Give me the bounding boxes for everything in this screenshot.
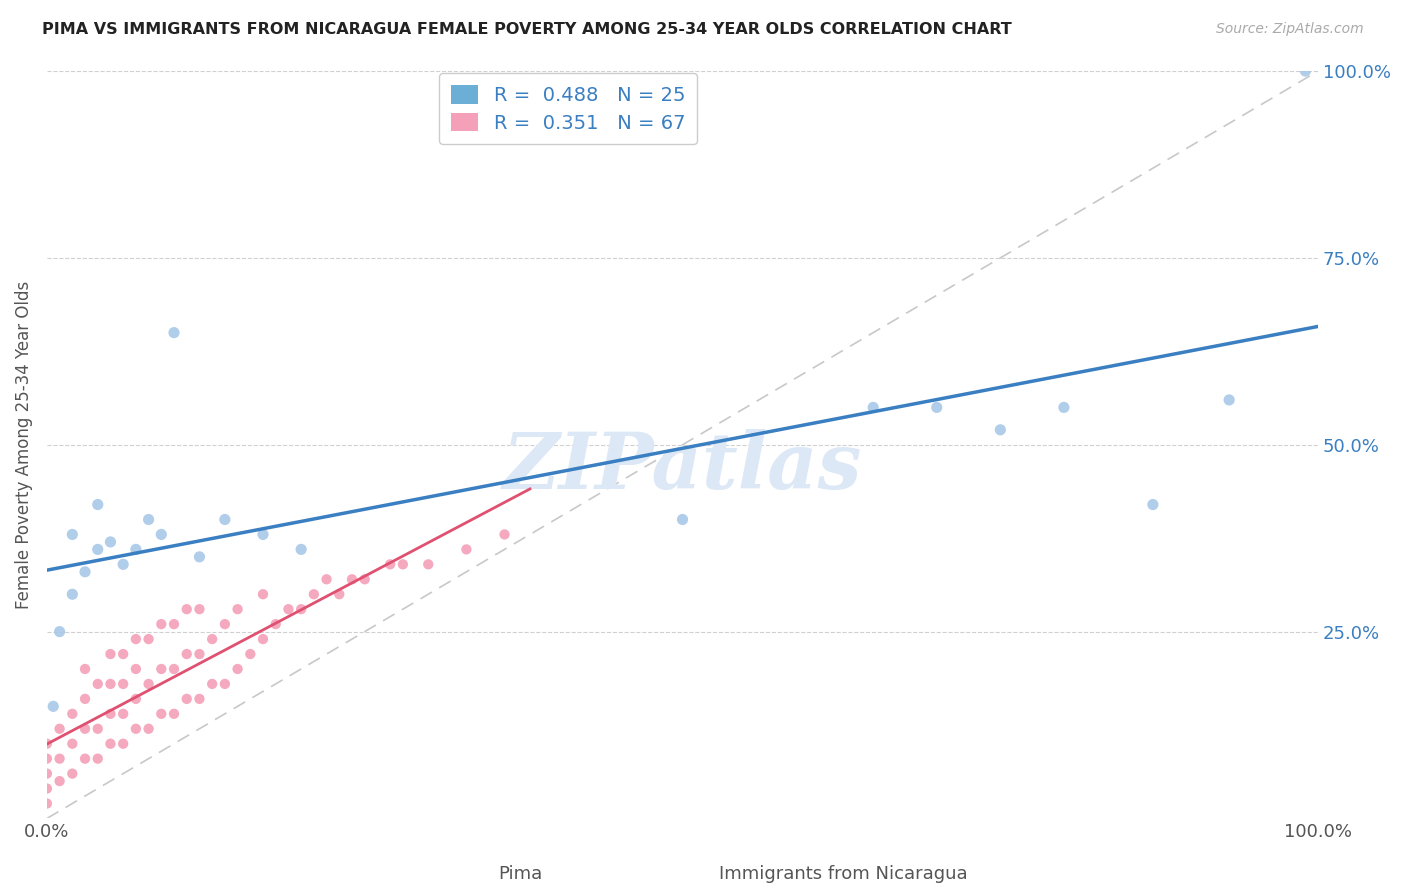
Text: Immigrants from Nicaragua: Immigrants from Nicaragua: [720, 864, 967, 882]
Point: [112, 677, 135, 691]
Point: [1218, 392, 1240, 407]
Point: [988, 423, 1011, 437]
Point: [48, 774, 70, 789]
Point: [73, 752, 96, 766]
Point: [328, 587, 350, 601]
Point: [925, 401, 948, 415]
Point: [163, 326, 186, 340]
Point: [214, 512, 236, 526]
Point: [112, 737, 135, 751]
Point: [290, 602, 312, 616]
Point: [100, 647, 122, 661]
Point: [163, 706, 186, 721]
Point: [862, 401, 884, 415]
Point: [100, 535, 122, 549]
Text: PIMA VS IMMIGRANTS FROM NICARAGUA FEMALE POVERTY AMONG 25-34 YEAR OLDS CORRELATI: PIMA VS IMMIGRANTS FROM NICARAGUA FEMALE…: [42, 22, 1012, 37]
Point: [138, 722, 160, 736]
Point: [239, 647, 262, 661]
Point: [125, 542, 148, 557]
Point: [125, 722, 148, 736]
Point: [35, 737, 58, 751]
Legend: R =  0.488   N = 25, R =  0.351   N = 67: R = 0.488 N = 25, R = 0.351 N = 67: [439, 73, 697, 145]
Point: [125, 662, 148, 676]
Point: [176, 691, 198, 706]
Point: [1053, 401, 1076, 415]
Point: [73, 565, 96, 579]
Point: [163, 662, 186, 676]
Point: [392, 558, 415, 572]
Point: [264, 617, 287, 632]
Point: [60, 766, 83, 780]
Point: [1142, 498, 1164, 512]
Y-axis label: Female Poverty Among 25-34 Year Olds: Female Poverty Among 25-34 Year Olds: [15, 281, 32, 609]
Point: [418, 558, 440, 572]
Point: [87, 498, 110, 512]
Point: [87, 722, 110, 736]
Text: Pima: Pima: [498, 864, 543, 882]
Point: [112, 706, 135, 721]
Point: [35, 752, 58, 766]
Point: [35, 766, 58, 780]
Point: [48, 624, 70, 639]
Point: [214, 617, 236, 632]
Text: Source: ZipAtlas.com: Source: ZipAtlas.com: [1216, 22, 1364, 37]
Point: [150, 706, 173, 721]
Point: [73, 722, 96, 736]
Point: [188, 602, 211, 616]
Point: [315, 572, 337, 586]
Point: [163, 617, 186, 632]
Point: [112, 647, 135, 661]
Point: [112, 558, 135, 572]
Point: [60, 587, 83, 601]
Point: [176, 647, 198, 661]
Point: [87, 752, 110, 766]
Point: [226, 602, 249, 616]
Point: [125, 632, 148, 646]
Point: [35, 797, 58, 811]
Point: [73, 691, 96, 706]
Point: [87, 542, 110, 557]
Point: [494, 527, 516, 541]
Point: [48, 752, 70, 766]
Point: [138, 632, 160, 646]
Point: [188, 549, 211, 564]
Point: [188, 647, 211, 661]
Point: [87, 677, 110, 691]
Point: [340, 572, 363, 586]
Point: [456, 542, 478, 557]
Point: [100, 737, 122, 751]
Point: [214, 677, 236, 691]
Text: ZIPatlas: ZIPatlas: [503, 429, 862, 506]
Point: [378, 558, 401, 572]
Point: [290, 542, 312, 557]
Point: [302, 587, 325, 601]
Point: [35, 781, 58, 796]
Point: [100, 706, 122, 721]
Point: [60, 527, 83, 541]
Point: [671, 512, 693, 526]
Point: [125, 691, 148, 706]
Point: [252, 587, 274, 601]
Point: [353, 572, 375, 586]
Point: [48, 722, 70, 736]
Point: [138, 677, 160, 691]
Point: [252, 632, 274, 646]
Point: [277, 602, 299, 616]
Point: [42, 699, 65, 714]
Point: [138, 512, 160, 526]
Point: [150, 617, 173, 632]
Point: [150, 527, 173, 541]
Point: [188, 691, 211, 706]
Point: [150, 662, 173, 676]
Point: [201, 677, 224, 691]
Point: [60, 737, 83, 751]
Point: [100, 677, 122, 691]
Point: [1294, 64, 1316, 78]
Point: [73, 662, 96, 676]
Point: [226, 662, 249, 676]
Point: [60, 706, 83, 721]
Point: [176, 602, 198, 616]
Point: [201, 632, 224, 646]
Point: [252, 527, 274, 541]
